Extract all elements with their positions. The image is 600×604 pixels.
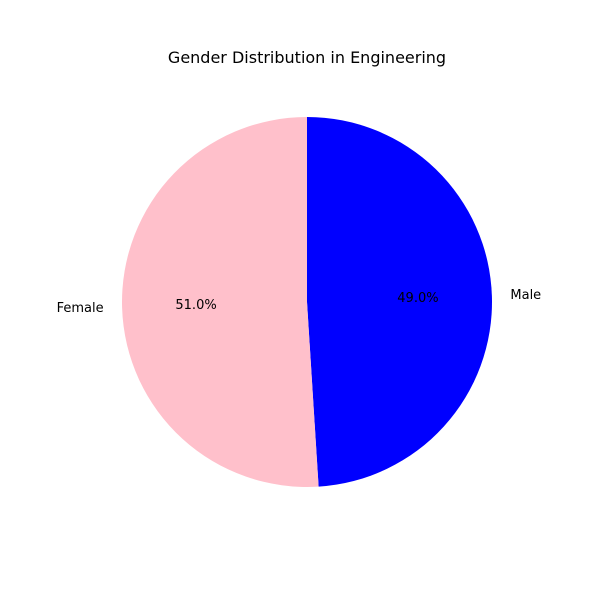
slice-percent-female: 51.0% [175,298,216,313]
pie-slices [122,117,493,487]
chart-title: Gender Distribution in Engineering [168,48,446,67]
slice-percent-male: 49.0% [397,291,438,306]
pie-slice-female [122,117,319,487]
pie-labels: Male 49.0% Female 51.0% [57,288,542,316]
slice-label-male: Male [510,288,541,303]
slice-label-female: Female [57,301,104,316]
pie-slice-male [307,117,493,487]
